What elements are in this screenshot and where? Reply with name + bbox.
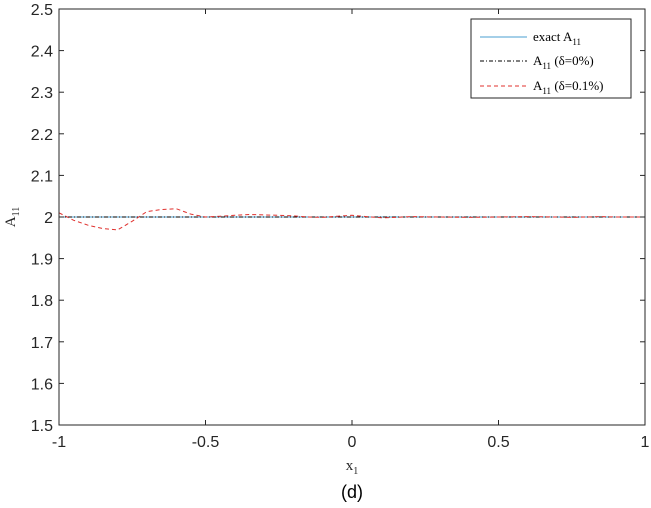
legend-label-suffix: (δ=0.1%) <box>551 78 603 93</box>
y-axis-label: A11 <box>3 207 22 227</box>
y-tick-label: 1.5 <box>31 418 53 435</box>
legend-label-2: A11 (δ=0.1%) <box>533 78 604 96</box>
legend-label-0: exact A11 <box>533 29 581 47</box>
legend-label-sub: 11 <box>542 86 551 96</box>
y-tick-label: 1.6 <box>31 376 53 393</box>
series-layer <box>58 208 645 231</box>
x-axis-ticks: -1 -0.5 0 0.5 1 <box>52 9 650 451</box>
y-axis-ticks: 1.5 1.6 1.7 1.8 1.9 2 2.1 2.2 2.3 2.4 2.5 <box>31 2 645 435</box>
legend-label-suffix: (δ=0%) <box>551 53 594 68</box>
y-tick-label: 1.7 <box>31 335 53 352</box>
figure-caption: (d) <box>341 482 363 502</box>
legend-label-prefix: exact A <box>533 29 573 44</box>
y-tick-label: 1.8 <box>31 293 53 310</box>
legend-label-sub: 11 <box>572 37 581 47</box>
y-tick-label: 2.1 <box>31 168 53 185</box>
legend-label-sub: 11 <box>542 61 551 71</box>
legend-label-prefix: A <box>533 53 543 68</box>
x-tick-label: 0.5 <box>487 434 509 451</box>
y-tick-label: 2.2 <box>31 127 53 144</box>
x-tick-label: 0 <box>348 434 357 451</box>
y-tick-label: 2 <box>44 210 53 227</box>
x-tick-label: 1 <box>641 434 650 451</box>
y-tick-label: 2.3 <box>31 85 53 102</box>
y-tick-label: 1.9 <box>31 252 53 269</box>
y-tick-label: 2.5 <box>31 2 53 19</box>
legend-label-1: A11 (δ=0%) <box>533 53 594 71</box>
x-axis-label: x1 <box>346 458 359 477</box>
y-tick-label: 2.4 <box>31 44 53 61</box>
legend-box <box>470 18 632 99</box>
x-tick-label: -0.5 <box>192 434 220 451</box>
legend-label-prefix: A <box>533 78 543 93</box>
x-tick-label: -1 <box>52 434 66 451</box>
